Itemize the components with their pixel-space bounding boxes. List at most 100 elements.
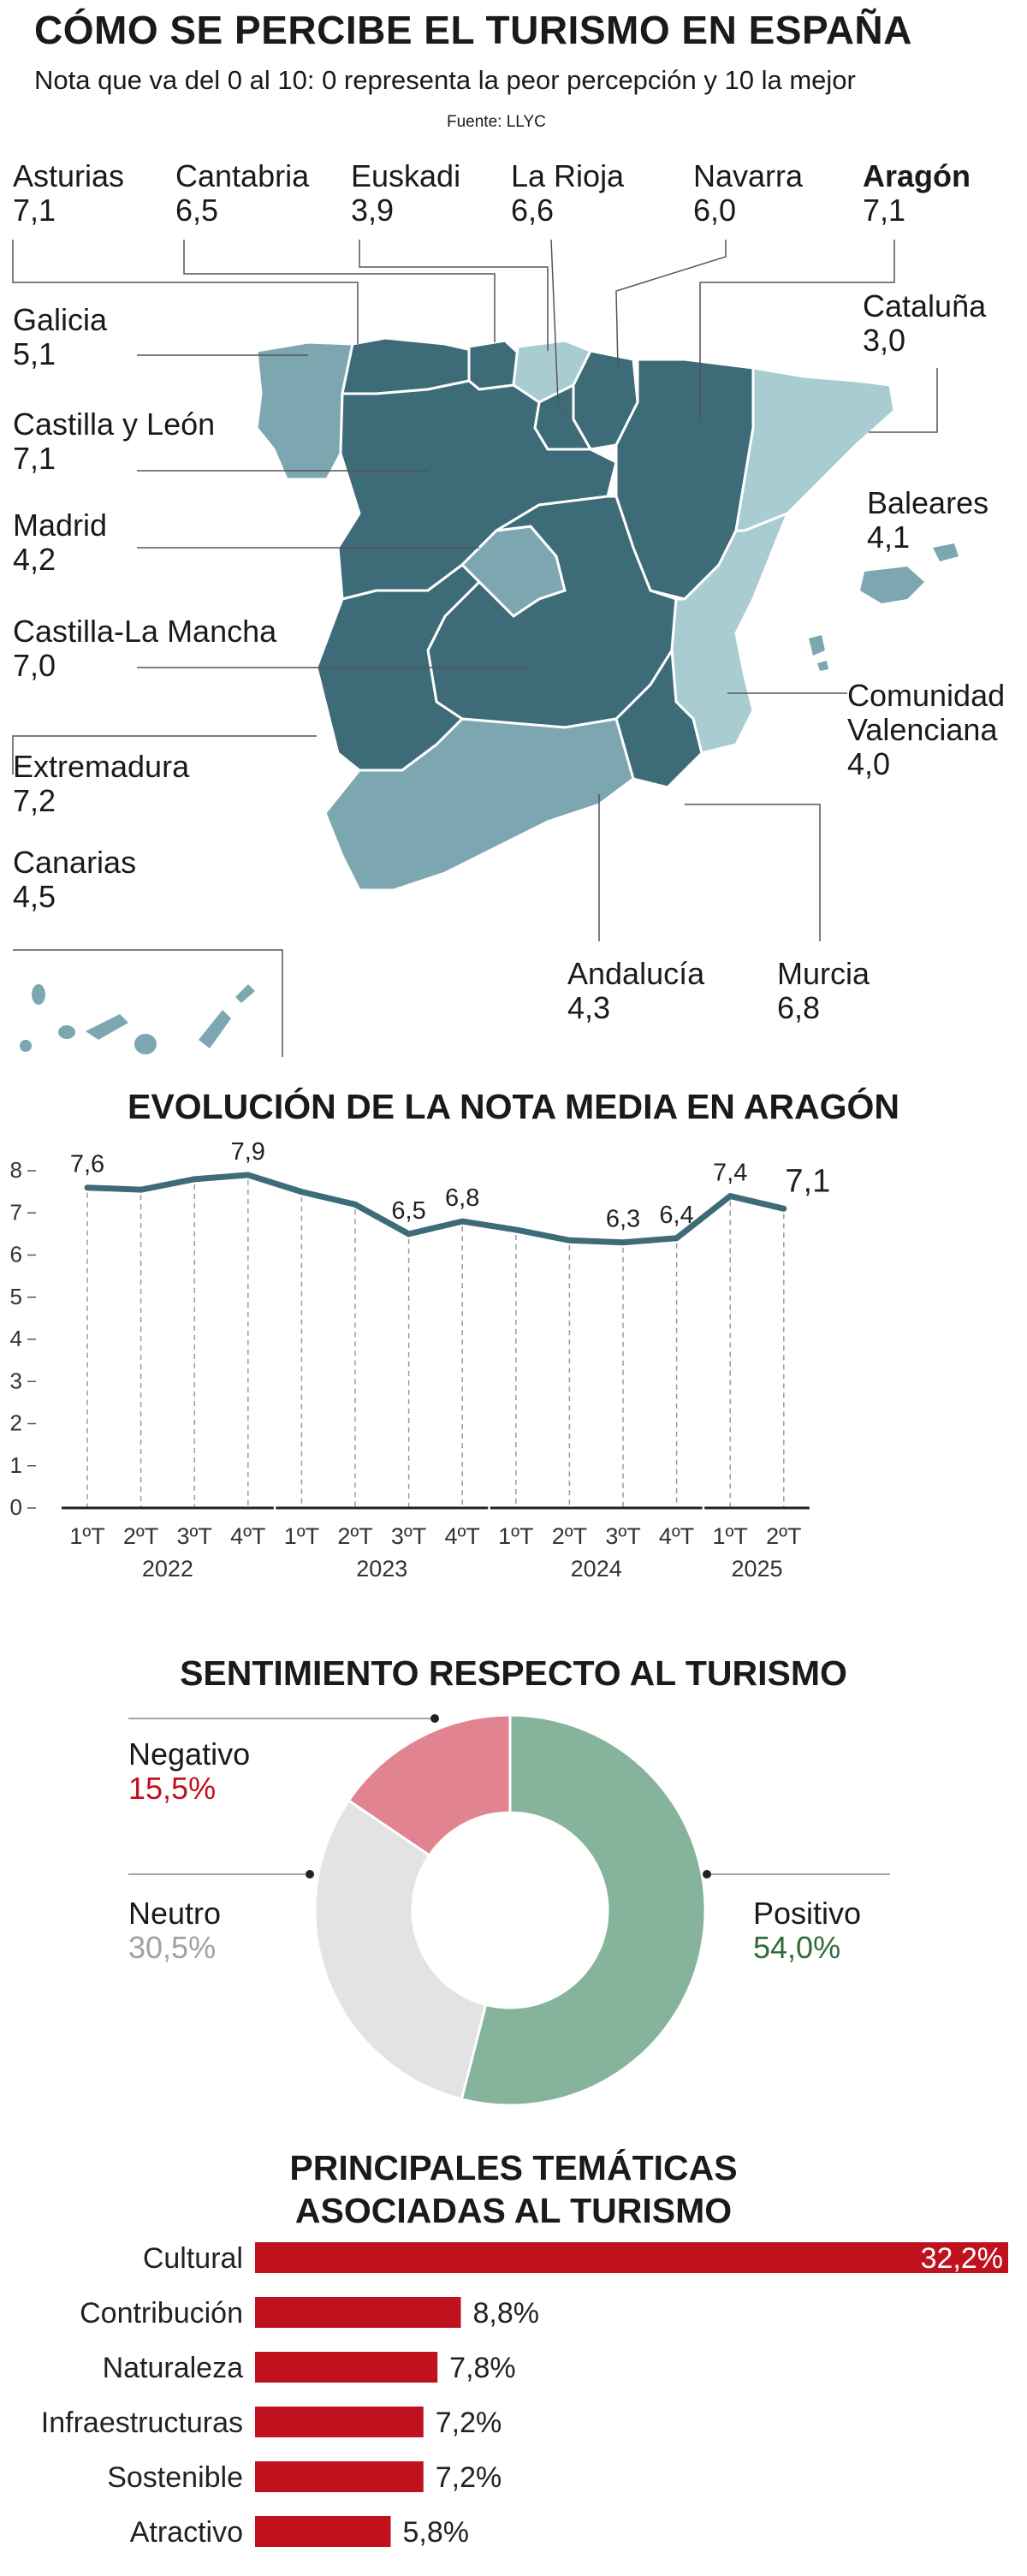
bar <box>255 2242 1008 2273</box>
series-line <box>84 1172 787 1246</box>
region-baleares-menorca[interactable] <box>933 543 959 561</box>
label-cantabria: Cantabria 6,5 <box>175 159 309 228</box>
bar-category-label: Contribución <box>80 2297 243 2330</box>
x-group-label: 2025 <box>731 1556 782 1582</box>
y-tick-label: 7 <box>10 1199 22 1225</box>
legend-label: Neutro <box>128 1896 222 1931</box>
label-baleares: Baleares 4,1 <box>867 486 988 555</box>
legend-negativo: Negativo 15,5% <box>128 1737 250 1806</box>
line-chart: 0 1 2 3 4 5 6 7 8 1ºT 2ºT 3ºT 4ºT 1ºT 2ºT 3ºT 4ºT 1ºT 2ºT 3… <box>10 1138 831 1582</box>
data-label: 6,4 <box>659 1202 693 1229</box>
page-subtitle: Nota que va del 0 al 10: 0 representa la… <box>34 65 856 95</box>
region-baleares-ibiza[interactable] <box>809 635 825 656</box>
x-tick-label: 4ºT <box>659 1523 694 1549</box>
x-tick-label: 2ºT <box>766 1523 801 1549</box>
bar <box>255 2297 461 2328</box>
region-name: Castilla y León <box>13 407 216 442</box>
bar-value-label: 7,2% <box>436 2461 502 2494</box>
label-castilla-y-leon: Castilla y León 7,1 <box>13 407 215 476</box>
data-label: 6,5 <box>391 1197 425 1225</box>
label-cataluna: Cataluña 3,0 <box>863 289 986 358</box>
region-name: Cantabria <box>175 158 310 193</box>
x-tick-label: 1ºT <box>69 1523 104 1549</box>
x-group-label: 2023 <box>356 1556 407 1582</box>
region-value: 6,6 <box>511 193 555 228</box>
region-value: 5,1 <box>13 336 56 371</box>
y-tick-label: 3 <box>10 1368 22 1393</box>
region-value: 3,0 <box>863 323 906 358</box>
region-baleares[interactable] <box>860 567 924 603</box>
donut-slice-neutro[interactable] <box>313 1798 488 2101</box>
label-madrid: Madrid 4,2 <box>13 508 107 577</box>
label-aragon: Aragón 7,1 <box>863 159 971 228</box>
region-value: 7,1 <box>13 193 56 228</box>
region-value: 3,9 <box>351 193 395 228</box>
region-name: Baleares <box>867 485 989 520</box>
region-name: Castilla-La Mancha <box>13 614 277 649</box>
map-leader-lines <box>12 239 938 1057</box>
source-note: Fuente: LLYC <box>447 113 546 131</box>
region-name: Navarra <box>693 158 804 193</box>
x-group-label: 2024 <box>571 1556 622 1582</box>
region-value: 7,0 <box>13 648 56 683</box>
label-galicia: Galicia 5,1 <box>13 303 107 371</box>
label-murcia: Murcia 6,8 <box>777 957 870 1025</box>
bar-chart-title-line-2: ASOCIADAS AL TURISMO <box>294 2191 733 2230</box>
x-tick-label: 2ºT <box>552 1523 587 1549</box>
region-value: 6,0 <box>693 193 737 228</box>
data-label: 6,3 <box>606 1206 640 1233</box>
x-tick-label: 3ºT <box>391 1523 426 1549</box>
region-name: Euskadi <box>351 158 461 193</box>
region-value: 4,2 <box>13 542 56 577</box>
legend-value: 54,0% <box>753 1930 841 1965</box>
region-castilla-y-leon[interactable] <box>336 379 618 601</box>
legend-positivo: Positivo 54,0% <box>753 1896 861 1965</box>
label-castilla-la-mancha: Castilla-La Mancha 7,0 <box>13 614 276 683</box>
donut-chart-title: SENTIMIENTO RESPECTO AL TURISMO <box>180 1653 847 1693</box>
bar-category-label: Atractivo <box>130 2516 243 2549</box>
leader-dot <box>703 1870 711 1879</box>
region-baleares-formentera[interactable] <box>817 661 828 671</box>
donut-slice-negativo[interactable] <box>347 1713 512 1858</box>
region-name: Madrid <box>13 507 108 543</box>
bar-category-label: Sostenible <box>107 2461 243 2494</box>
bar-chart-title: PRINCIPALES TEMÁTICAS ASOCIADAS AL TURIS… <box>0 2146 1027 2232</box>
region-name: Asturias <box>13 158 125 193</box>
x-tick-label: 4ºT <box>445 1523 480 1549</box>
region-galicia[interactable] <box>255 341 354 481</box>
region-name: Murcia <box>777 956 870 991</box>
region-value: 4,5 <box>13 879 56 914</box>
bar-category-label: Cultural <box>143 2242 243 2275</box>
data-label: 7,6 <box>70 1151 104 1178</box>
x-tick-label: 1ºT <box>284 1523 319 1549</box>
donut-slice-positivo[interactable] <box>460 1713 707 2107</box>
region-name: Extremadura <box>13 749 190 784</box>
bar-category-label: Naturaleza <box>103 2352 244 2384</box>
donut-chart <box>128 1713 890 2107</box>
y-tick-label: 4 <box>10 1326 22 1351</box>
bar-value-label: 32,2% <box>921 2242 1003 2275</box>
region-value: 4,0 <box>847 746 891 781</box>
region-value: 4,3 <box>567 990 611 1025</box>
region-value: 7,2 <box>13 783 56 818</box>
region-cantabria[interactable] <box>467 339 519 391</box>
region-canarias[interactable] <box>20 984 255 1054</box>
region-murcia[interactable] <box>614 646 703 789</box>
legend-label: Negativo <box>128 1736 251 1772</box>
legend-neutro: Neutro 30,5% <box>128 1896 221 1965</box>
region-name: Canarias <box>13 845 137 880</box>
y-tick-label: 1 <box>10 1452 22 1478</box>
y-tick-label: 5 <box>10 1284 22 1309</box>
data-label: 7,4 <box>713 1160 747 1187</box>
leader-dot <box>430 1714 439 1723</box>
data-label: 7,9 <box>231 1138 265 1166</box>
bar-value-label: 5,8% <box>403 2516 469 2549</box>
region-cataluna[interactable] <box>734 366 896 532</box>
label-andalucia: Andalucía 4,3 <box>567 957 704 1025</box>
bar-chart-title-line-1: PRINCIPALES TEMÁTICAS <box>289 2148 738 2187</box>
region-name: La Rioja <box>511 158 625 193</box>
spain-map <box>12 239 959 1057</box>
label-navarra: Navarra 6,0 <box>693 159 803 228</box>
region-name: Cataluña <box>863 288 987 323</box>
region-name: Aragón <box>863 158 971 193</box>
